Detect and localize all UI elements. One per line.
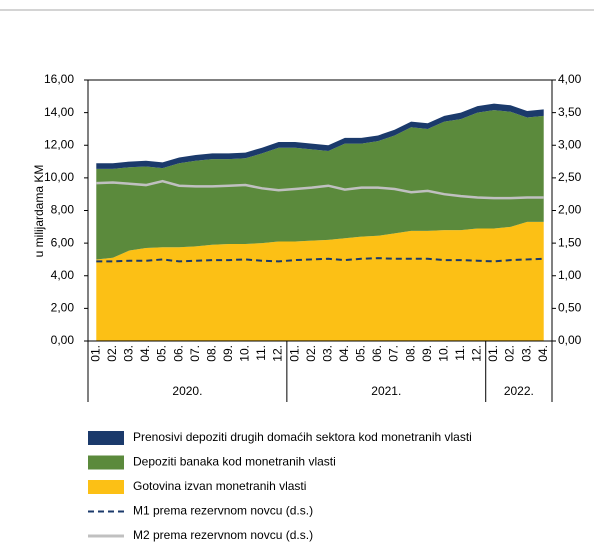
x-tick-label: 06. — [370, 345, 384, 362]
x-tick-label: 05. — [155, 345, 169, 362]
x-tick-label: 01. — [287, 345, 301, 362]
x-tick-label: 07. — [188, 345, 202, 362]
x-tick-label: 05. — [354, 345, 368, 362]
legend-label: Depoziti banaka kod monetranih vlasti — [133, 455, 336, 469]
group-label: 2021. — [371, 384, 401, 398]
x-tick-label: 02. — [304, 345, 318, 362]
y-tick-label: 8,00 — [51, 203, 75, 217]
area — [96, 221, 544, 341]
y-tick-label: 10,00 — [44, 170, 74, 184]
x-tick-label: 10. — [436, 345, 450, 362]
y2-tick-label: 1,50 — [558, 235, 582, 249]
x-tick-label: 11. — [254, 345, 268, 361]
legend-swatch — [88, 455, 124, 470]
x-tick-label: 08. — [403, 345, 417, 362]
x-tick-label: 04. — [138, 345, 152, 362]
x-tick-label: 06. — [171, 345, 185, 362]
y-tick-label: 6,00 — [51, 235, 75, 249]
y2-tick-label: 3,50 — [558, 105, 582, 119]
legend-swatch — [88, 480, 124, 494]
y-tick-label: 12,00 — [44, 137, 74, 151]
x-tick-label: 03. — [519, 345, 533, 362]
x-tick-label: 03. — [320, 345, 334, 362]
y-tick-label: 14,00 — [44, 105, 74, 119]
y2-tick-label: 2,00 — [558, 203, 582, 217]
group-label: 2020. — [172, 384, 202, 398]
x-tick-label: 04. — [337, 345, 351, 362]
line — [96, 257, 544, 263]
area — [96, 103, 544, 169]
x-tick-label: 01. — [88, 345, 102, 362]
y2-tick-label: 4,00 — [558, 72, 582, 86]
y2-tick-label: 0,00 — [558, 333, 582, 347]
legend-swatch — [88, 431, 124, 445]
y-tick-label: 2,00 — [51, 301, 75, 315]
y2-tick-label: 0,50 — [558, 301, 582, 315]
x-tick-label: 12. — [470, 345, 484, 362]
y-tick-label: 0,00 — [51, 333, 75, 347]
x-tick-label: 11. — [453, 345, 467, 361]
x-tick-label: 02. — [503, 345, 517, 362]
x-tick-label: 03. — [122, 345, 136, 362]
x-tick-label: 12. — [271, 345, 285, 362]
legend-label: M1 prema rezervnom novcu (d.s.) — [133, 504, 313, 518]
x-tick-label: 10. — [238, 345, 252, 362]
x-tick-label: 02. — [105, 345, 119, 362]
legend-label: Gotovina izvan monetranih vlasti — [133, 479, 306, 493]
legend-label: Prenosivi depoziti drugih domaćih sektor… — [133, 430, 472, 444]
x-tick-label: 09. — [420, 345, 434, 362]
y-tick-label: 16,00 — [44, 72, 74, 86]
y2-tick-label: 3,00 — [558, 137, 582, 151]
legend-label: M2 prema rezervnom novcu (d.s.) — [133, 528, 313, 542]
x-tick-label: 08. — [204, 345, 218, 362]
y2-tick-label: 1,00 — [558, 268, 582, 282]
x-tick-label: 07. — [387, 345, 401, 362]
x-tick-label: 09. — [221, 345, 235, 362]
y2-tick-label: 2,50 — [558, 170, 582, 184]
y-axis-label: u milijardama KM — [32, 165, 46, 258]
group-label: 2022. — [504, 384, 534, 398]
line — [96, 179, 544, 200]
y-tick-label: 4,00 — [51, 268, 75, 282]
x-tick-label: 01. — [486, 345, 500, 362]
x-tick-label: 04. — [536, 345, 550, 362]
area — [96, 110, 544, 260]
